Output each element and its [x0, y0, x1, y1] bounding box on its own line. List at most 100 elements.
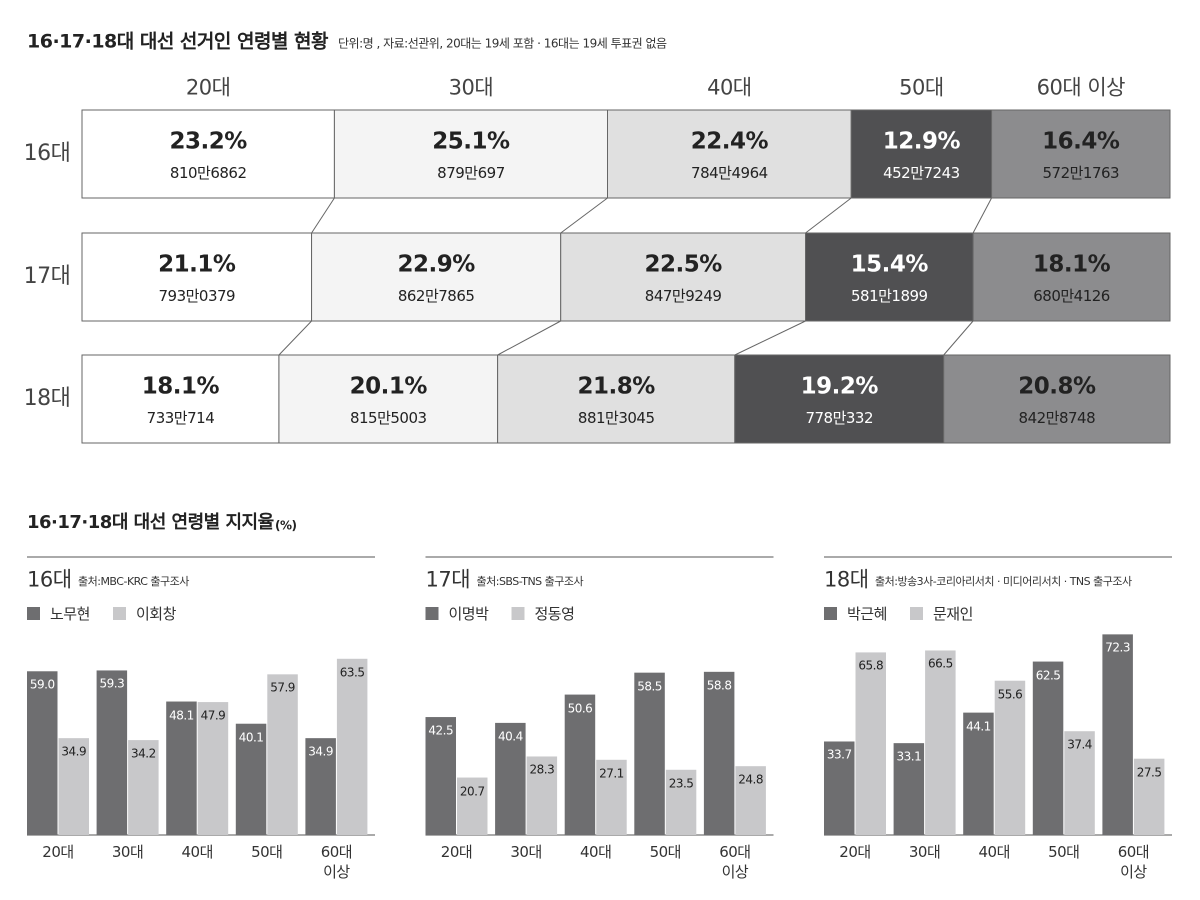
segment-count-label: 733만714: [146, 408, 215, 427]
segment: [81, 109, 335, 199]
legend-label: 노무현: [50, 604, 90, 623]
segment: [943, 354, 1171, 444]
segment-value-label: 22.4%: [690, 128, 769, 155]
bar-value-label: 33.7: [826, 747, 852, 762]
bar-value-label: 34.9: [61, 744, 87, 759]
bar: [235, 723, 267, 835]
bar-value-label: 40.4: [497, 729, 523, 744]
bar: [58, 738, 89, 835]
legend-swatch: [113, 607, 126, 620]
row-label: 17대: [23, 263, 71, 289]
bar: [305, 738, 336, 835]
row-label: 16대: [23, 140, 71, 166]
legend-label: 이회창: [136, 604, 176, 623]
x-tick-label: 40대: [978, 843, 1010, 861]
bar-value-label: 55.6: [997, 687, 1023, 702]
bar: [1064, 731, 1095, 835]
bar: [267, 674, 298, 835]
bar-value-label: 63.5: [339, 665, 365, 680]
bar: [564, 694, 596, 835]
bar-value-label: 72.3: [1105, 640, 1130, 655]
legend-label: 박근혜: [847, 604, 887, 623]
bar: [197, 702, 229, 835]
segment-count-label: 842만8748: [1018, 408, 1096, 427]
segment: [81, 232, 313, 322]
bar: [128, 740, 159, 835]
column-header: 20대: [185, 75, 231, 100]
panel-title: 18대: [824, 567, 869, 592]
bar: [166, 701, 197, 835]
bar-value-label: 20.7: [459, 783, 485, 798]
segment: [805, 232, 974, 322]
panel-title: 16대: [27, 567, 72, 592]
x-tick-label: 20대: [839, 843, 871, 861]
bar: [1032, 661, 1064, 835]
bar: [855, 652, 886, 835]
bar-value-label: 47.9: [200, 708, 226, 723]
bar-value-label: 58.8: [706, 678, 732, 693]
bar-value-label: 59.0: [29, 677, 55, 692]
connector: [560, 197, 608, 234]
bar-value-label: 42.5: [428, 723, 454, 738]
connector: [943, 320, 974, 356]
legend-swatch: [824, 607, 837, 620]
segment-value-label: 15.4%: [850, 251, 929, 278]
segment-count-label: 581만1899: [850, 286, 928, 305]
legend-label: 정동영: [534, 604, 575, 623]
legend-label: 이명박: [448, 604, 489, 623]
segment-value-label: 22.9%: [397, 251, 475, 278]
segment-value-label: 22.5%: [644, 251, 722, 278]
section-title: 16·17·18대 대선 연령별 지지율: [27, 512, 274, 534]
segment-count-label: 810만6862: [169, 163, 247, 182]
bar: [925, 650, 956, 835]
segment: [607, 109, 852, 199]
legend-swatch: [425, 607, 439, 620]
segment-value-label: 21.1%: [158, 251, 236, 278]
x-tick-label: 40대: [579, 843, 612, 861]
segment-count-label: 784만4964: [691, 163, 768, 182]
legend-swatch: [511, 607, 525, 620]
segment: [278, 354, 499, 444]
bar: [425, 717, 456, 835]
bar: [994, 680, 1026, 835]
segment-count-label: 680만4126: [1033, 286, 1110, 305]
column-header: 40대: [707, 75, 752, 100]
row-label: 18대: [23, 385, 71, 411]
bar: [893, 743, 925, 835]
bar-value-label: 37.4: [1067, 737, 1092, 752]
column-header: 30대: [448, 75, 494, 100]
bar-value-label: 33.1: [896, 749, 922, 764]
bar: [665, 769, 697, 835]
x-tick-label: 60대 이상: [1117, 843, 1150, 881]
bar-value-label: 44.1: [966, 719, 991, 734]
segment: [311, 232, 562, 322]
bar-value-label: 62.5: [1035, 667, 1061, 682]
bar: [336, 658, 368, 835]
bar: [1133, 758, 1165, 835]
x-tick-label: 50대: [649, 843, 682, 861]
legend-swatch: [27, 607, 40, 620]
bar-value-label: 57.9: [270, 680, 295, 695]
x-tick-label: 30대: [111, 843, 144, 861]
segment: [991, 109, 1171, 199]
connector: [278, 320, 312, 356]
column-header: 60대 이상: [1036, 75, 1126, 100]
x-tick-label: 50대: [1048, 843, 1080, 861]
segment-value-label: 20.1%: [349, 373, 428, 400]
bar: [457, 777, 488, 835]
bar-value-label: 23.5: [668, 776, 694, 791]
bar: [596, 759, 627, 835]
segment-count-label: 572만1763: [1042, 163, 1120, 182]
bar: [735, 766, 766, 835]
bar: [634, 672, 665, 835]
bar-value-label: 66.5: [927, 656, 953, 671]
segment-count-label: 452만7243: [883, 163, 960, 182]
panel-source: 출처:SBS-TNS 출구조사: [476, 574, 584, 588]
segment: [850, 109, 993, 199]
connector: [311, 197, 335, 234]
bar-value-label: 28.3: [529, 762, 555, 777]
bar-value-label: 34.9: [308, 744, 333, 759]
panel-title: 17대: [425, 567, 471, 592]
